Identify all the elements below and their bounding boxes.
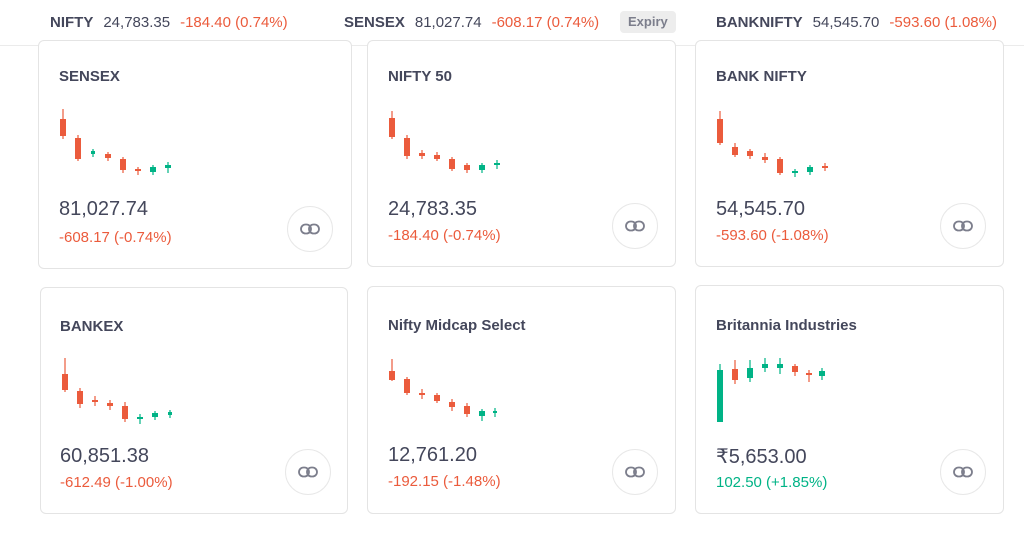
link-button[interactable] bbox=[940, 203, 986, 249]
link-icon bbox=[953, 220, 973, 232]
ticker-name: NIFTY bbox=[50, 13, 94, 31]
candlestick-sparkline bbox=[389, 111, 500, 173]
ticker-change: -593.60 (1.08%) bbox=[889, 13, 997, 31]
card-change: -192.15 (-1.48%) bbox=[388, 473, 501, 490]
card-title: SENSEX bbox=[59, 68, 120, 85]
card-change: 102.50 (+1.85%) bbox=[716, 474, 828, 491]
ticker-change: -608.17 (0.74%) bbox=[491, 13, 600, 31]
candlestick-sparkline bbox=[717, 111, 828, 177]
link-icon bbox=[300, 223, 320, 235]
card-title: NIFTY 50 bbox=[388, 68, 452, 85]
ticker-item-banknifty[interactable]: BANKNIFTY 54,545.70 -593.60 (1.08%) bbox=[716, 12, 997, 32]
link-button[interactable] bbox=[287, 206, 333, 252]
market-ticker-bar: NIFTY 24,783.35 -184.40 (0.74%) SENSEX 8… bbox=[0, 0, 1024, 46]
card-title: BANK NIFTY bbox=[716, 68, 807, 85]
ticker-item-sensex[interactable]: SENSEX 81,027.74 -608.17 (0.74%) bbox=[344, 12, 599, 32]
link-icon bbox=[625, 220, 645, 232]
ticker-value: 54,545.70 bbox=[812, 13, 880, 31]
card-price: ₹5,653.00 bbox=[716, 446, 807, 468]
link-button[interactable] bbox=[940, 449, 986, 495]
index-card-bank-nifty[interactable]: BANK NIFTY 54,545.70 -593.60 (-1.08%) bbox=[695, 40, 1004, 267]
ticker-name: BANKNIFTY bbox=[716, 13, 803, 31]
card-change: -184.40 (-0.74%) bbox=[388, 227, 501, 244]
link-button[interactable] bbox=[285, 449, 331, 495]
ticker-name: SENSEX bbox=[344, 13, 405, 31]
candlestick-sparkline bbox=[717, 358, 825, 422]
candlestick-sparkline bbox=[62, 358, 172, 424]
card-price: 12,761.20 bbox=[388, 444, 477, 466]
link-icon bbox=[298, 466, 318, 478]
card-price: 81,027.74 bbox=[59, 198, 148, 220]
card-change: -593.60 (-1.08%) bbox=[716, 227, 829, 244]
stock-card-britannia-industries[interactable]: Britannia Industries ₹5,653.00 102.50 (+… bbox=[695, 285, 1004, 514]
ticker-value: 81,027.74 bbox=[414, 13, 482, 31]
index-card-sensex[interactable]: SENSEX 81,027.74 -608.17 (-0.74%) bbox=[38, 40, 352, 269]
link-icon bbox=[953, 466, 973, 478]
ticker-item-nifty[interactable]: NIFTY 24,783.35 -184.40 (0.74%) bbox=[50, 12, 288, 32]
card-price: 54,545.70 bbox=[716, 198, 805, 220]
index-card-nifty-50[interactable]: NIFTY 50 24,783.35 -184.40 (-0.74%) bbox=[367, 40, 676, 267]
card-change: -612.49 (-1.00%) bbox=[60, 474, 173, 491]
card-title: Nifty Midcap Select bbox=[388, 317, 526, 334]
expiry-badge: Expiry bbox=[620, 11, 676, 33]
link-button[interactable] bbox=[612, 449, 658, 495]
card-price: 24,783.35 bbox=[388, 198, 477, 220]
index-card-nifty-midcap-select[interactable]: Nifty Midcap Select 12,761.20 -192.15 (-… bbox=[367, 286, 676, 514]
ticker-value: 24,783.35 bbox=[103, 13, 171, 31]
card-change: -608.17 (-0.74%) bbox=[59, 229, 172, 246]
card-title: Britannia Industries bbox=[716, 317, 857, 334]
card-price: 60,851.38 bbox=[60, 445, 149, 467]
index-card-bankex[interactable]: BANKEX 60,851.38 -612.49 (-1.00%) bbox=[40, 287, 348, 514]
card-title: BANKEX bbox=[60, 318, 124, 335]
link-button[interactable] bbox=[612, 203, 658, 249]
candlestick-sparkline bbox=[60, 109, 171, 175]
link-icon bbox=[625, 466, 645, 478]
ticker-change: -184.40 (0.74%) bbox=[180, 13, 288, 31]
candlestick-sparkline bbox=[389, 359, 497, 421]
